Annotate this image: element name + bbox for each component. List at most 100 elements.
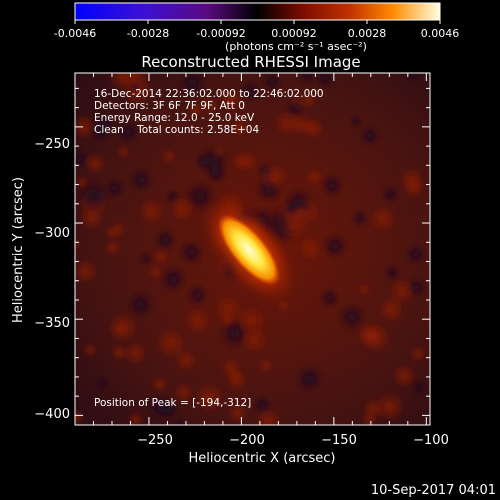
background-mottle [321,174,344,197]
background-mottle [88,117,112,142]
background-mottle [174,349,198,372]
background-mottle [129,168,154,192]
background-mottle [288,113,311,136]
background-mottle [304,167,324,187]
colorbar-tick-label-0: -0.0046 [54,27,96,40]
background-mottle [139,252,153,265]
background-mottle [297,235,323,262]
timestamp: 10-Sep-2017 04:01 [371,483,496,498]
y-axis-label: Heliocentric Y (arcsec) [11,177,26,323]
background-mottle [173,418,186,425]
background-mottle [187,284,208,306]
background-mottle [227,403,248,424]
background-mottle [253,395,272,415]
background-mottle [405,244,426,264]
x-axis-label: Heliocentric X (arcsec) [189,451,336,466]
background-mottle [193,382,225,413]
background-mottle [357,282,371,296]
x-tick-label-0: −250 [137,433,173,448]
colorbar-tick-label-4: 0.0028 [348,27,387,40]
background-mottle [262,73,282,92]
background-mottle [213,294,244,324]
background-mottle [219,88,243,112]
background-mottle [155,327,187,359]
info-detectors: Detectors: 3F 6F 7F 9F, Att 0 [94,100,245,112]
background-mottle [116,120,139,143]
background-mottle [83,343,98,358]
background-mottle [138,198,165,225]
axis-ticks [74,73,430,425]
background-mottle [187,102,204,118]
info-clean: Clean Total counts: 2.58E+04 [94,124,259,136]
background-mottle [104,178,126,199]
plot-frame [74,72,431,426]
source-core [217,214,281,286]
background-mottle [75,175,89,189]
y-tick-label-1: −300 [34,226,70,241]
y-tick-label-0: −250 [34,137,70,152]
background-mottle [107,312,139,344]
peak-position: Position of Peak = [-194,-312] [94,397,251,409]
background-mottle [126,291,154,318]
rhessi-image [75,73,430,425]
background-mottle [240,326,268,354]
background-mottle [384,265,400,281]
background-mottle [104,239,122,256]
info-energy-range: Energy Range: 12.0 - 25.0 keV [94,112,255,124]
background-mottle [300,91,317,109]
background-mottle [110,343,128,361]
background-mottle [295,364,324,394]
background-mottle [399,167,425,193]
background-mottle [107,73,138,93]
background-mottle [410,379,427,396]
background-mottle [359,324,384,348]
background-mottle [403,73,422,83]
background-mottle [95,376,110,390]
background-mottle [147,393,174,421]
plot-title: Reconstructed RHESSI Image [141,53,360,71]
background-mottle [230,119,249,138]
background-mottle [239,80,262,103]
background-mottle [161,149,176,164]
background-mottle [293,205,307,220]
background-mottle [391,363,417,389]
background-mottle [77,181,109,213]
background-mottle [148,264,163,280]
x-tick-label-2: −150 [321,433,357,448]
colorbar-tick-label-1: -0.0028 [127,27,169,40]
background-mottle [407,278,426,297]
background-mottle [183,306,212,335]
background-mottle [179,240,204,265]
y-tick-label-2: −350 [34,316,70,331]
background-mottle [319,288,340,308]
colorbar-tick-label-2: -0.00092 [196,27,245,40]
background-mottle [258,357,274,373]
background-mottle [260,163,288,191]
background-mottle [75,238,81,251]
background-mottle [173,382,194,403]
background-mottle [83,152,107,175]
background-mottle [299,73,316,84]
colorbar-units: (photons cm⁻² s⁻¹ asec⁻²) [225,40,367,53]
background-mottle [362,397,385,420]
background-mottle [154,229,176,251]
background-mottle [220,312,234,327]
background-mottle [322,233,348,259]
colorbar-ticks [74,20,441,24]
background-mottle [195,153,211,169]
colorbar-tick-label-3: 0.00092 [271,27,317,40]
background-mottle [179,73,206,97]
colorbar-tick-label-5: 0.0046 [421,27,460,40]
background-mottle [127,411,144,425]
background-mottle [201,96,219,114]
background-mottle [349,115,362,128]
background-mottle [116,144,131,159]
background-mottle [160,266,187,293]
background-mottle [169,196,195,222]
x-tick-label-3: −100 [413,433,449,448]
background-mottle [351,210,368,227]
background-mottle [151,375,169,393]
colorbar [74,2,441,21]
background-mottle [338,303,366,331]
